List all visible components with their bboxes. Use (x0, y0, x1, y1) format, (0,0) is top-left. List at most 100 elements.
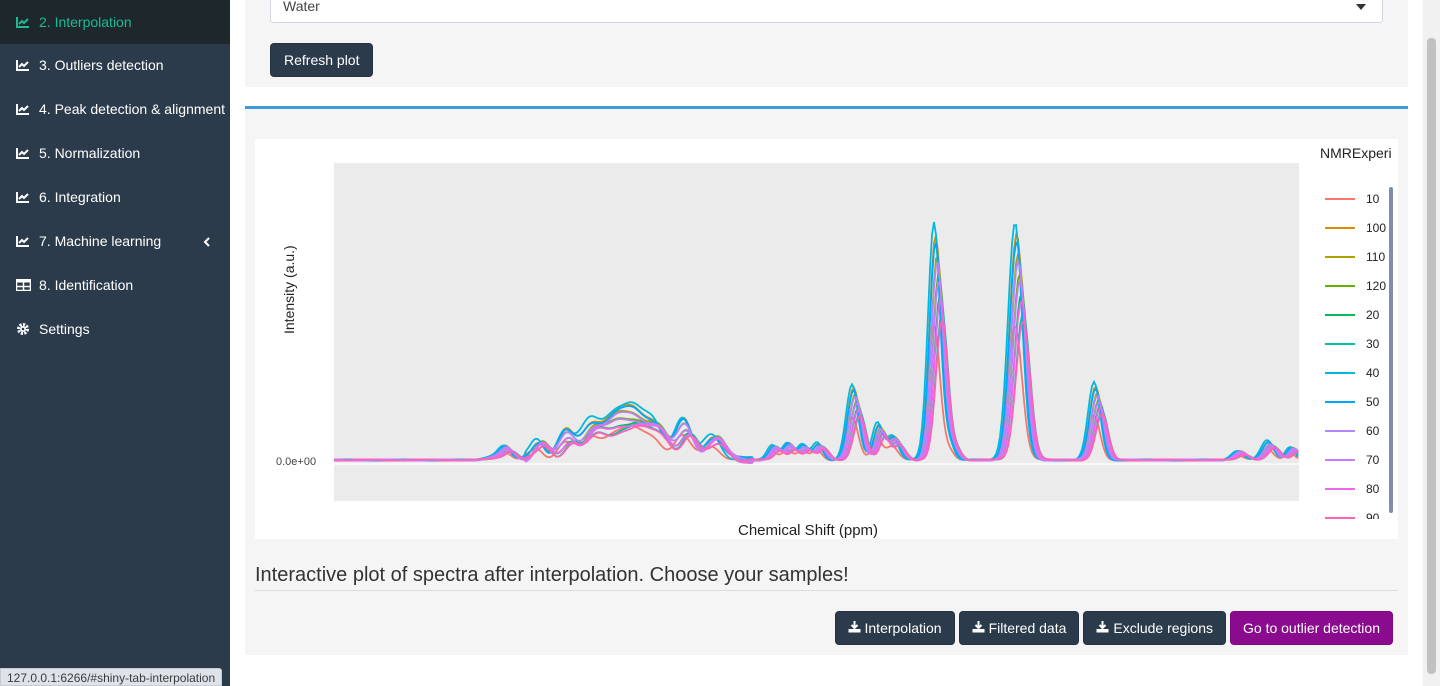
sidebar-item-label: 8. Identification (39, 277, 134, 293)
legend-item[interactable]: 110 (1325, 247, 1385, 267)
legend-swatch (1325, 401, 1355, 403)
legend-swatch (1325, 314, 1355, 316)
legend-swatch (1325, 459, 1355, 461)
chart-line-icon (15, 190, 31, 204)
plot-caption: Interactive plot of spectra after interp… (255, 564, 849, 586)
sidebar-item-label: 6. Integration (39, 189, 121, 205)
legend-label: 60 (1366, 424, 1380, 438)
legend-item[interactable]: 20 (1325, 305, 1379, 325)
legend-swatch (1325, 227, 1355, 229)
spectrum-series-line (333, 221, 1299, 462)
spectrum-series-line (333, 321, 1299, 462)
spectrum-series-line (333, 312, 1299, 462)
legend-title: NMRExperi (1320, 145, 1392, 161)
sidebar-item-label: 3. Outliers detection (39, 57, 164, 73)
chart-line-icon (15, 146, 31, 160)
legend-label: 50 (1366, 395, 1380, 409)
sidebar-item-label: 4. Peak detection & alignment (39, 101, 226, 117)
sidebar-item-integration[interactable]: 6. Integration (0, 175, 230, 219)
spectrum-series-line (333, 270, 1299, 464)
gear-icon (15, 322, 31, 336)
status-url: 127.0.0.1:6266/#shiny-tab-interpolation (0, 668, 223, 686)
spectrum-series-line (334, 253, 1299, 464)
spectrum-series-line (333, 232, 1299, 462)
sidebar-item-settings[interactable]: Settings (0, 307, 230, 351)
main-content: Water Refresh plot Intensity (a.u.) 0.0e… (230, 0, 1440, 686)
legend-item[interactable]: 90 (1325, 508, 1379, 519)
legend-item[interactable]: 80 (1325, 479, 1379, 499)
sidebar: 2. Interpolation 3. Outliers detection 4… (0, 0, 230, 686)
legend-label: 30 (1366, 337, 1380, 351)
legend-item[interactable]: 60 (1325, 421, 1379, 441)
legend-swatch (1325, 343, 1355, 345)
sidebar-item-identification[interactable]: 8. Identification (0, 263, 230, 307)
legend-scrollbar[interactable] (1389, 187, 1393, 513)
legend-label: 10 (1366, 192, 1380, 206)
spectrum-series-line (333, 297, 1299, 464)
legend[interactable]: 10 100 110 120 20 30 40 50 60 70 80 90 (1321, 189, 1391, 519)
spectra-lines (333, 221, 1299, 465)
download-icon (848, 620, 861, 636)
x-axis-label: Chemical Shift (ppm) (738, 522, 879, 539)
sidebar-item-label: 7. Machine learning (39, 233, 162, 249)
legend-item[interactable]: 120 (1325, 276, 1386, 296)
page-scroll-thumb[interactable] (1427, 38, 1436, 674)
download-exclude-label: Exclude regions (1113, 620, 1214, 636)
chart-line-icon (15, 15, 31, 29)
sidebar-item-peak-detection[interactable]: 4. Peak detection & alignment (0, 87, 230, 131)
legend-swatch (1325, 517, 1355, 519)
go-outlier-detection-button[interactable]: Go to outlier detection (1230, 611, 1393, 645)
sample-select-value: Water (283, 0, 320, 14)
download-icon (972, 620, 985, 636)
download-filtered-label: Filtered data (988, 620, 1067, 636)
legend-item[interactable]: 10 (1325, 189, 1379, 209)
y-tick-label: 0.0e+00 (276, 456, 317, 468)
legend-item[interactable]: 50 (1325, 392, 1379, 412)
sidebar-item-label: 5. Normalization (39, 145, 141, 161)
legend-swatch (1325, 430, 1355, 432)
download-exclude-button[interactable]: Exclude regions (1083, 611, 1227, 645)
legend-swatch (1325, 488, 1355, 490)
download-filtered-button[interactable]: Filtered data (958, 611, 1080, 645)
chart-line-icon (15, 58, 31, 72)
legend-swatch (1325, 285, 1355, 287)
sidebar-item-outliers[interactable]: 3. Outliers detection (0, 43, 230, 87)
sidebar-item-normalization[interactable]: 5. Normalization (0, 131, 230, 175)
caption-divider (255, 590, 1398, 591)
plot-area[interactable] (333, 163, 1299, 501)
legend-item[interactable]: 30 (1325, 334, 1379, 354)
controls-panel: Water Refresh plot (245, 0, 1408, 87)
chart-line-icon (15, 234, 31, 248)
plot-panel: Intensity (a.u.) 0.0e+00 Chemical Shift … (245, 109, 1408, 655)
legend-label: 90 (1366, 511, 1380, 519)
y-axis-label: Intensity (a.u.) (281, 245, 297, 334)
spectrum-series-line (333, 277, 1299, 464)
table-icon (15, 278, 31, 292)
chart-line-icon (15, 102, 31, 116)
legend-label: 70 (1366, 453, 1380, 467)
download-interpolation-button[interactable]: Interpolation (834, 611, 955, 645)
sidebar-item-label: Settings (39, 321, 90, 337)
legend-label: 110 (1366, 250, 1386, 264)
refresh-plot-button[interactable]: Refresh plot (270, 43, 374, 77)
legend-item[interactable]: 100 (1325, 218, 1386, 238)
page-scrollbar[interactable] (1423, 0, 1440, 686)
download-interpolation-label: Interpolation (864, 620, 942, 636)
legend-label: 40 (1366, 366, 1380, 380)
sidebar-item-interpolation[interactable]: 2. Interpolation (0, 0, 230, 44)
legend-swatch (1325, 256, 1355, 258)
spectrum-series-line (333, 239, 1299, 462)
legend-label: 80 (1366, 482, 1380, 496)
spectra-plot[interactable]: Intensity (a.u.) 0.0e+00 Chemical Shift … (255, 139, 1398, 539)
legend-item[interactable]: 40 (1325, 363, 1379, 383)
legend-label: 20 (1366, 308, 1380, 322)
sidebar-item-label: 2. Interpolation (39, 14, 132, 30)
spectrum-series-line (334, 289, 1299, 464)
legend-item[interactable]: 70 (1325, 450, 1379, 470)
sidebar-item-machine-learning[interactable]: 7. Machine learning (0, 219, 230, 263)
sample-select[interactable]: Water (270, 0, 1383, 23)
box-divider (245, 106, 1408, 109)
legend-label: 100 (1366, 221, 1387, 235)
legend-label: 120 (1366, 279, 1387, 293)
legend-swatch (1325, 198, 1355, 200)
